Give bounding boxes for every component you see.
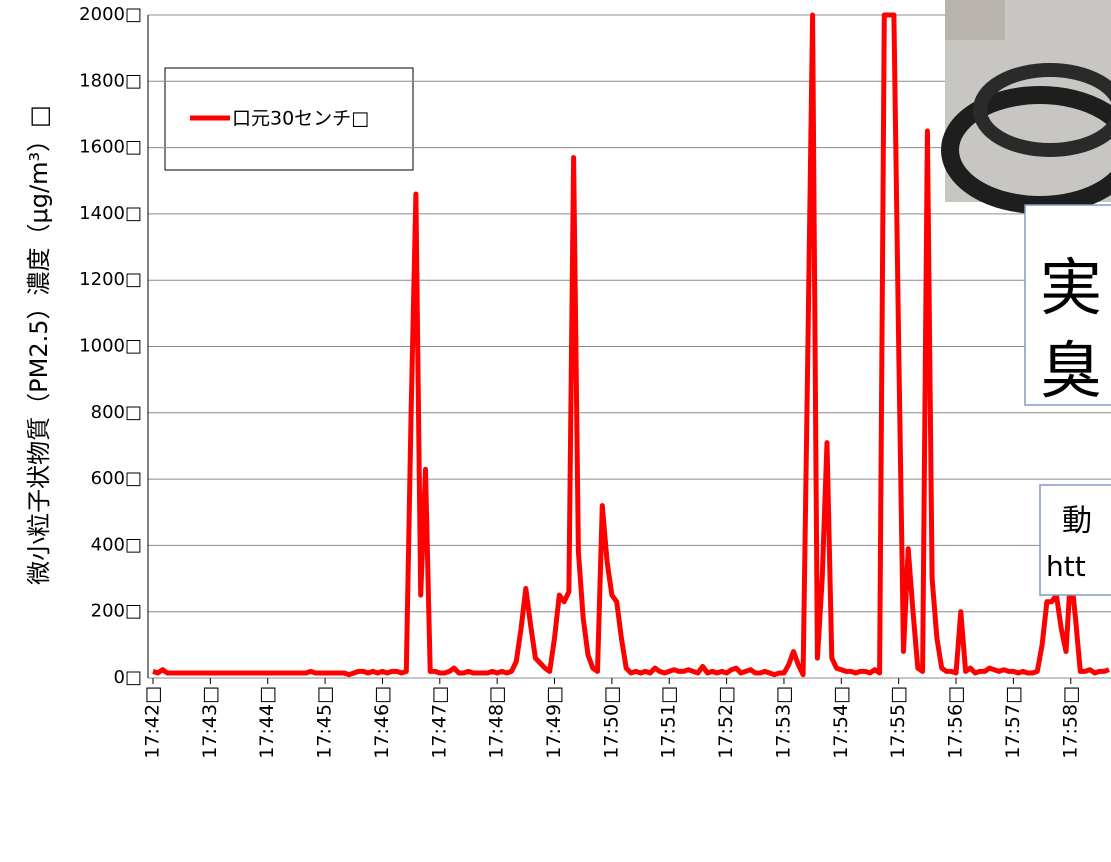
x-tick-label: 17:52□ (715, 686, 737, 759)
x-tick-label: 17:43□ (199, 686, 221, 759)
x-tick-label: 17:53□ (772, 686, 794, 759)
x-tick-label: 17:51□ (658, 686, 680, 759)
x-tick-label: 17:46□ (371, 686, 393, 759)
y-tick-label: 1600□ (79, 137, 142, 158)
box-text: 実 (1040, 251, 1102, 324)
x-tick-label: 17:56□ (945, 686, 967, 759)
x-tick-label: 17:42□ (142, 686, 164, 759)
y-axis-title: 微小粒子状物質（PM2.5）濃度（μg/m³）□ (25, 105, 53, 585)
text-box-1: 実 臭 (1025, 205, 1111, 407)
y-tick-label: 800□ (91, 402, 142, 423)
y-tick-label: 1200□ (79, 269, 142, 290)
photo (945, 0, 1111, 205)
y-tick-label: 200□ (91, 601, 142, 622)
box-text: htt (1046, 550, 1086, 583)
text-box-2: 動 htt (1040, 485, 1111, 595)
y-tick-label: 400□ (91, 534, 142, 555)
x-tick-label: 17:47□ (428, 686, 450, 759)
box-text: 動 (1062, 504, 1092, 539)
y-tick-label: 1000□ (79, 336, 142, 357)
x-tick-label: 17:49□ (543, 686, 565, 759)
y-tick-label: 1400□ (79, 203, 142, 224)
x-tick-label: 17:48□ (486, 686, 508, 759)
x-tick-label: 17:55□ (887, 686, 909, 759)
chart: 微小粒子状物質（PM2.5）濃度（μg/m³）□ 0□ 200□ 400□ 600□ 8… (0, 0, 1111, 862)
x-tick-label: 17:44□ (256, 686, 278, 759)
legend-label: 口元30センチ□ (232, 108, 369, 130)
x-tick-label: 17:50□ (600, 686, 622, 759)
x-tick-label: 17:57□ (1002, 686, 1024, 759)
x-tick-label: 17:54□ (830, 686, 852, 759)
x-tick-label: 17:58□ (1059, 686, 1081, 759)
x-tick-label: 17:45□ (314, 686, 336, 759)
box-text: 臭 (1040, 334, 1102, 407)
y-tick-label: 600□ (91, 468, 142, 489)
y-tick-label: 0□ (114, 667, 142, 688)
y-tick-label: 1800□ (79, 70, 142, 91)
y-tick-label: 2000□ (79, 4, 142, 25)
